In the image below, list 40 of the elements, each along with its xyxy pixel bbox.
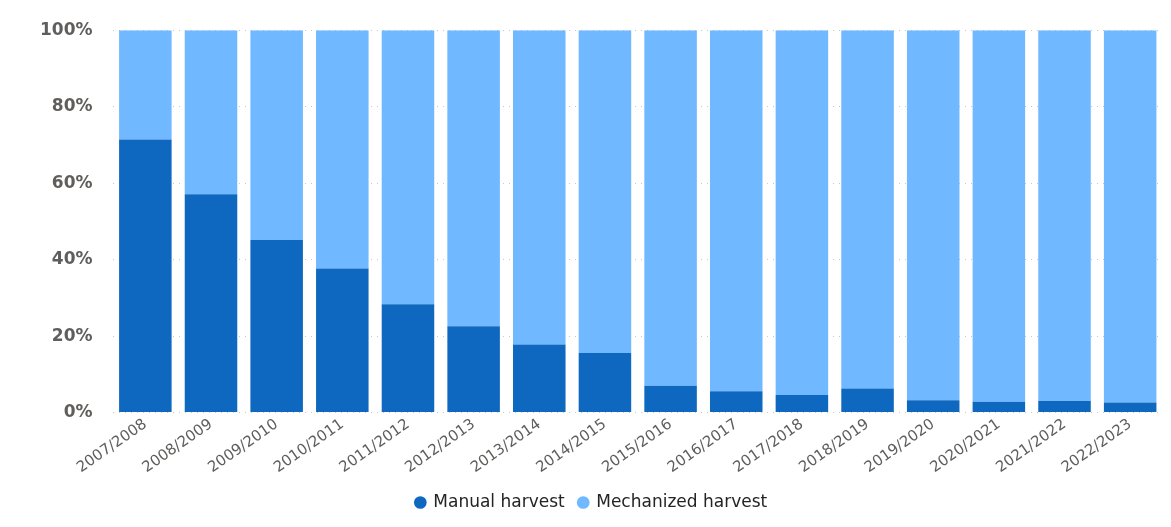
- bar: [578, 352, 632, 413]
- bar: [578, 30, 632, 353]
- y-tick-label: 100%: [39, 18, 93, 39]
- bar: [119, 30, 172, 140]
- bar: [447, 326, 500, 413]
- bar: [644, 30, 697, 386]
- bar: [1103, 402, 1157, 413]
- bar: [1038, 401, 1091, 413]
- bar: [906, 30, 960, 401]
- y-tick-label: 80%: [51, 95, 93, 116]
- bar: [644, 385, 697, 413]
- bar: [775, 394, 829, 413]
- legend-label: Manual harvest: [433, 490, 566, 511]
- y-tick-label: 60%: [51, 171, 93, 192]
- y-tick-label: 0%: [63, 400, 93, 421]
- legend-label: Mechanized harvest: [596, 490, 768, 511]
- bar: [709, 391, 763, 413]
- bar: [841, 388, 894, 413]
- bar: [709, 30, 763, 392]
- bar: [381, 30, 435, 305]
- bar: [381, 304, 435, 413]
- bar: [972, 401, 1026, 413]
- bar: [250, 30, 303, 241]
- bar: [184, 30, 238, 195]
- y-tick-label: 20%: [51, 324, 93, 345]
- bar: [184, 194, 238, 413]
- bar: [513, 344, 566, 413]
- bar: [513, 30, 566, 345]
- bar: [316, 268, 369, 413]
- bar: [1103, 30, 1157, 403]
- bar: [841, 30, 894, 389]
- bar: [447, 30, 500, 327]
- y-tick-label: 40%: [51, 248, 93, 269]
- bar: [775, 30, 829, 395]
- bar: [119, 139, 172, 413]
- bar: [1038, 30, 1091, 402]
- bar: [316, 30, 369, 269]
- bar: [972, 30, 1026, 402]
- bar: [906, 400, 960, 413]
- bar: [250, 240, 303, 413]
